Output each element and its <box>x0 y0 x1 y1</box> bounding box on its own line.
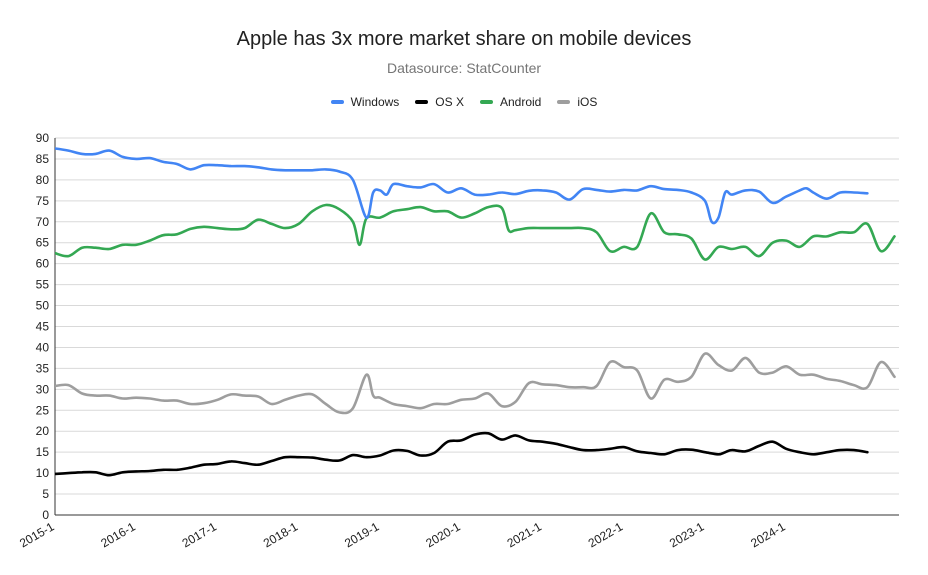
y-tick-label-40: 40 <box>36 340 50 354</box>
x-tick-label-2023-1: 2023-1 <box>667 519 707 550</box>
y-tick-label-85: 85 <box>36 152 50 166</box>
legend-label-android: Android <box>499 95 542 109</box>
y-tick-label-35: 35 <box>36 361 50 375</box>
legend-item-ios[interactable]: iOS <box>557 95 597 109</box>
x-tick-label-2019-1: 2019-1 <box>342 519 382 550</box>
x-tick-label-2020-1: 2020-1 <box>423 519 463 550</box>
x-tick-label-2015-1: 2015-1 <box>17 519 57 550</box>
legend-item-windows[interactable]: Windows <box>330 95 400 109</box>
y-tick-label-45: 45 <box>36 320 50 334</box>
series-line-ios[interactable] <box>55 352 896 415</box>
legend-swatch-osx <box>415 100 429 104</box>
chart-subtitle: Datasource: StatCounter <box>386 60 542 76</box>
y-tick-label-50: 50 <box>36 299 50 313</box>
legend-label-osx: OS X <box>435 95 464 109</box>
x-tick-label-2018-1: 2018-1 <box>261 519 301 550</box>
x-tick-label-2021-1: 2021-1 <box>505 519 545 550</box>
legend-item-android[interactable]: Android <box>479 95 542 109</box>
y-tick-label-0: 0 <box>42 508 49 522</box>
legend-swatch-android <box>479 100 493 104</box>
x-tick-label-2022-1: 2022-1 <box>586 519 626 550</box>
y-tick-label-75: 75 <box>36 194 50 208</box>
y-tick-label-10: 10 <box>36 466 50 480</box>
legend-swatch-ios <box>557 100 571 104</box>
series-line-android[interactable] <box>55 203 896 261</box>
y-tick-label-15: 15 <box>36 445 50 459</box>
x-tick-label-2016-1: 2016-1 <box>98 519 138 550</box>
legend-item-osx[interactable]: OS X <box>415 95 464 109</box>
legend: Windows OS X Android iOS <box>0 95 928 109</box>
y-tick-label-25: 25 <box>36 403 50 417</box>
legend-swatch-windows <box>330 100 344 104</box>
y-tick-label-20: 20 <box>36 424 50 438</box>
y-tick-label-65: 65 <box>36 236 50 250</box>
y-tick-label-5: 5 <box>42 487 49 501</box>
legend-label-windows: Windows <box>350 95 400 109</box>
y-tick-label-30: 30 <box>36 382 50 396</box>
y-tick-label-70: 70 <box>36 215 50 229</box>
series-line-osx[interactable] <box>55 431 869 477</box>
legend-label-ios: iOS <box>577 95 598 109</box>
chart-title: Apple has 3x more market share on mobile… <box>236 28 692 50</box>
x-tick-label-2024-1: 2024-1 <box>748 519 788 550</box>
x-tick-label-2017-1: 2017-1 <box>180 519 220 550</box>
y-tick-label-90: 90 <box>36 131 50 145</box>
series-line-windows[interactable] <box>55 147 869 225</box>
y-tick-label-60: 60 <box>36 257 50 271</box>
y-tick-label-55: 55 <box>36 278 50 292</box>
y-tick-label-80: 80 <box>36 173 50 187</box>
